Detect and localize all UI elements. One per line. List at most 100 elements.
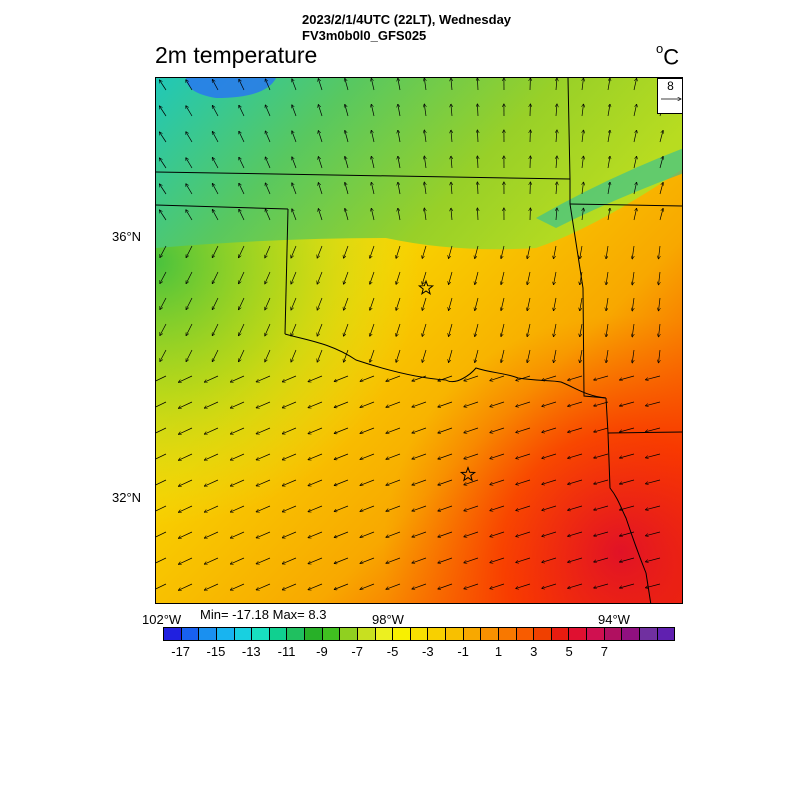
- wind-arrow: [360, 401, 375, 407]
- wind-arrow: [582, 156, 584, 169]
- wind-arrow: [490, 453, 505, 459]
- wind-arrow: [582, 208, 584, 221]
- wind-arrow: [542, 479, 557, 484]
- wind-arrow: [386, 531, 401, 537]
- wind-arrow: [292, 209, 297, 221]
- wind-arrow: [159, 106, 167, 117]
- wind-arrow: [659, 323, 661, 337]
- colorbar-cell: [164, 628, 182, 640]
- wind-arrow: [256, 375, 271, 382]
- colorbar-cell: [410, 628, 429, 640]
- wind-arrow: [360, 375, 375, 381]
- wind-arrow: [292, 131, 297, 143]
- colorbar-label: 5: [565, 644, 573, 659]
- wind-arrow: [386, 505, 401, 511]
- wind-arrow: [178, 531, 193, 538]
- wind-arrow: [318, 131, 323, 143]
- wind-arrow: [659, 349, 661, 363]
- unit-letter: C: [663, 44, 680, 70]
- wind-arrow: [412, 557, 427, 563]
- wind-arrow: [360, 583, 375, 589]
- wind-arrow: [308, 583, 323, 590]
- wind-arrow: [464, 401, 479, 407]
- wind-arrow: [477, 130, 478, 143]
- wind-arrow: [464, 583, 479, 589]
- wind-arrow: [620, 453, 635, 458]
- colorbar-cell: [234, 628, 253, 640]
- wind-arrow: [633, 130, 637, 143]
- colorbar-cell: [322, 628, 341, 640]
- wind-arrow: [501, 323, 505, 337]
- wind-arrow: [265, 271, 271, 284]
- colorbar-cell: [587, 628, 605, 640]
- wind-arrow: [212, 245, 219, 258]
- wind-arrow: [370, 271, 375, 284]
- colorbar-cell: [481, 628, 499, 640]
- wind-arrow: [516, 453, 531, 459]
- wind-arrow: [386, 583, 401, 589]
- wind-arrow: [282, 531, 297, 538]
- wind-arrow: [412, 531, 427, 537]
- wind-arrow: [334, 375, 349, 382]
- wind-arrow: [580, 297, 583, 311]
- colorbar-label: -9: [316, 644, 328, 659]
- wind-arrow: [449, 271, 453, 285]
- wind-arrow: [156, 375, 167, 383]
- wind-arrow: [568, 479, 583, 484]
- wind-arrow: [542, 427, 557, 432]
- wind-arrow: [239, 245, 245, 258]
- wind-arrow: [490, 479, 505, 485]
- wind-arrow: [186, 184, 193, 195]
- wind-arrow: [422, 245, 427, 258]
- wind-arrow: [345, 78, 349, 91]
- wind-arrow: [606, 323, 609, 337]
- colorbar-cell: [604, 628, 623, 640]
- wind-arrow: [178, 583, 193, 590]
- wind-arrow: [318, 157, 323, 169]
- red-river: [284, 333, 607, 399]
- wind-arrow: [580, 271, 583, 285]
- wind-arrow: [516, 427, 531, 433]
- wind-arrow: [370, 297, 375, 310]
- wind-arrow: [422, 349, 427, 362]
- wind-arrow: [620, 557, 635, 562]
- wind-arrow: [594, 427, 609, 432]
- wind-arrow: [308, 479, 323, 486]
- wind-arrow: [212, 209, 219, 221]
- wind-arrow: [554, 349, 557, 363]
- wind-arrow: [159, 132, 167, 143]
- colorbar-label: 3: [530, 644, 538, 659]
- wind-arrow: [204, 531, 219, 538]
- wind-arrow: [422, 297, 427, 310]
- wind-arrow: [554, 323, 557, 337]
- wind-arrow: [620, 427, 635, 432]
- wind-arrow: [646, 427, 661, 432]
- wind-arrow: [156, 583, 167, 591]
- wind-arrow: [477, 208, 478, 221]
- wind-arrow: [386, 375, 401, 381]
- wind-arrow: [556, 156, 557, 169]
- wind-arrow: [620, 375, 635, 380]
- wind-arrow: [344, 271, 349, 284]
- wind-arrow: [646, 505, 661, 510]
- wind-arrow: [204, 505, 219, 512]
- lon-label-102w: 102°W: [142, 612, 182, 627]
- wind-arrow: [620, 401, 635, 406]
- wind-arrow: [265, 105, 271, 117]
- wind-arrow: [317, 297, 323, 310]
- wind-arrow: [159, 80, 167, 91]
- colorbar-cell: [269, 628, 288, 640]
- wind-arrow: [371, 156, 375, 169]
- wind-arrow: [556, 78, 557, 91]
- colorbar-cell: [305, 628, 323, 640]
- colorbar-cell: [639, 628, 658, 640]
- colorbar-cell: [252, 628, 270, 640]
- reference-vector-box: 8: [657, 78, 682, 114]
- wind-arrow: [438, 427, 453, 433]
- wind-arrow: [317, 349, 323, 362]
- wind-arrow: [620, 479, 635, 484]
- wind-arrow: [659, 297, 661, 311]
- wind-arrow: [490, 375, 505, 381]
- wind-arrow: [477, 182, 478, 195]
- wind-arrow: [334, 401, 349, 408]
